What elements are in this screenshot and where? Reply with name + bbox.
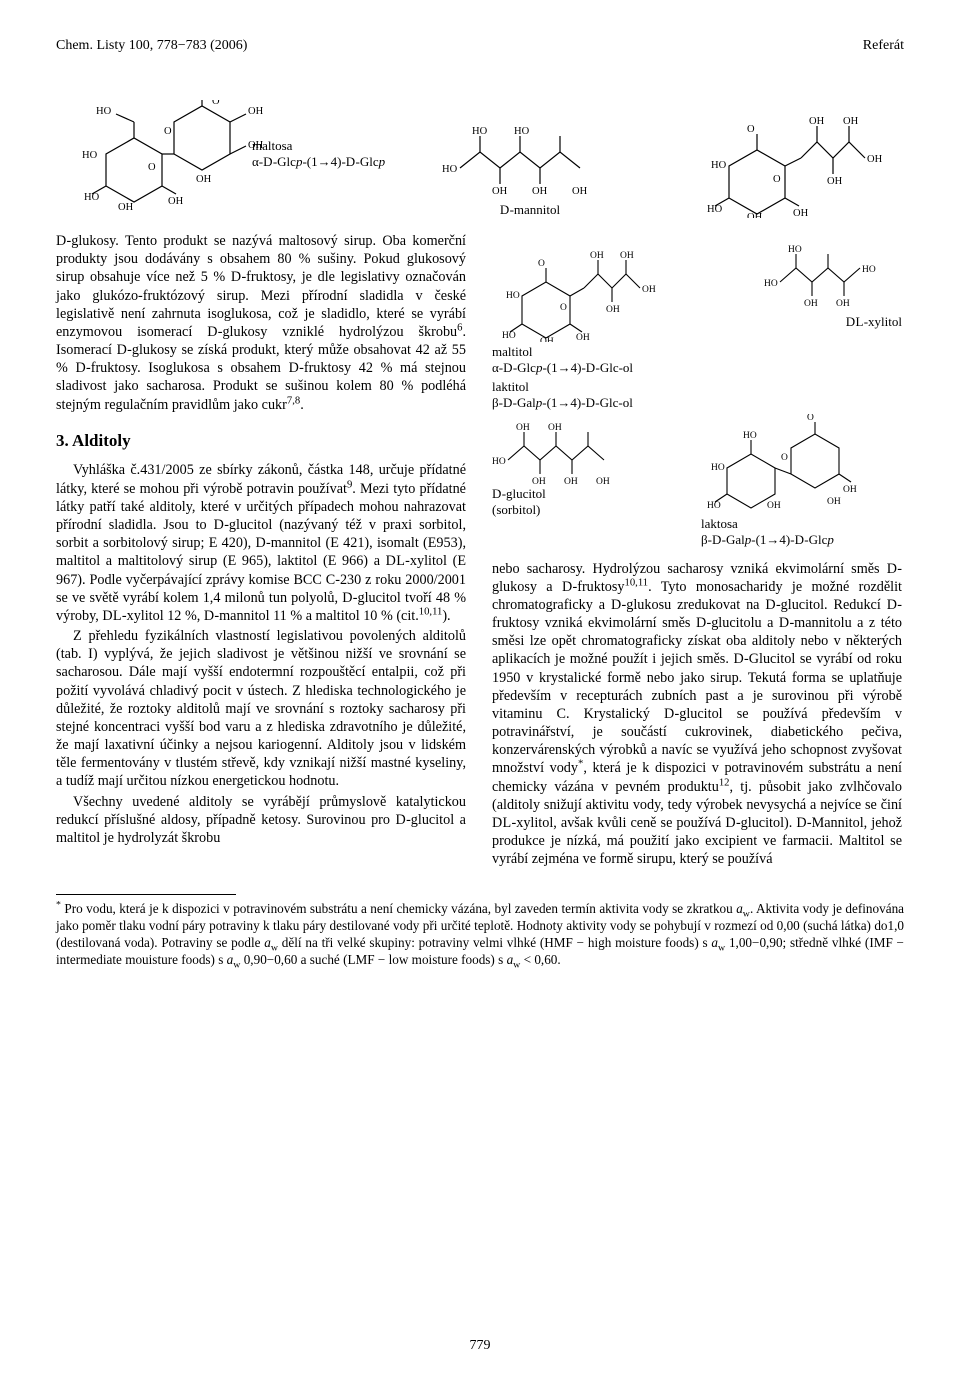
mannitol-structure-icon: HO HO HO OH OH OH (440, 108, 620, 198)
svg-text:O: O (747, 124, 755, 135)
svg-text:OH: OH (809, 116, 825, 127)
dlxylitol-structure-icon: HO HO HO OH OH (762, 232, 902, 312)
header-right: Referát (863, 38, 904, 54)
svg-text:OH: OH (843, 116, 859, 127)
svg-text:OH: OH (590, 251, 604, 261)
svg-text:OH: OH (606, 305, 620, 315)
svg-text:OH: OH (248, 106, 264, 117)
laktosa-structure-icon: HOHO OHHO OO OHOH (701, 414, 881, 514)
svg-text:HO: HO (442, 164, 458, 175)
top-structure-row: HO OH HO OH O HO O OH OH OH O maltosa α-D-… (56, 68, 904, 218)
glucitol-structure-icon: HO OH OH OH OH OH (492, 414, 642, 484)
svg-text:HO: HO (711, 463, 725, 473)
right-column: HOOH OHO OHOH OHOH OH O maltitol α-D-Glc… (492, 232, 902, 870)
page-number: 779 (470, 1338, 491, 1354)
footnote: * Pro vodu, která je k dispozici v potra… (56, 901, 904, 969)
svg-text:OH: OH (793, 208, 809, 218)
svg-text:OH: OH (492, 186, 508, 197)
col1-p1: D-glukosy. Tento produkt se nazývá malto… (56, 232, 466, 414)
left-column: D-glukosy. Tento produkt se nazývá malto… (56, 232, 466, 870)
svg-text:OH: OH (827, 497, 841, 507)
svg-text:O: O (781, 453, 788, 463)
fig-maltosa: HOOH HO OH O HO O OH OHOH O maltosa α-D-… (56, 68, 376, 218)
svg-text:OH: OH (168, 196, 184, 207)
svg-text:HO: HO (96, 106, 112, 117)
svg-text:OH: OH (836, 299, 850, 309)
svg-text:HO: HO (506, 291, 520, 301)
svg-text:OH: OH (532, 477, 546, 484)
dlxylitol-label: DL-xylitol (846, 314, 902, 330)
fig-top-right: HO OH O HO O OH OH OH OH OH (684, 68, 904, 218)
svg-text:HO: HO (472, 126, 488, 137)
svg-text:HO: HO (788, 245, 802, 255)
svg-text:OH: OH (804, 299, 818, 309)
fig-glucitol: HO OH OH OH OH OH D-glucitol(sorbitol) (492, 414, 693, 547)
svg-text:OH: OH (642, 285, 656, 295)
svg-text:HO: HO (707, 501, 721, 511)
svg-text:OH: OH (572, 186, 588, 197)
svg-text:O: O (164, 126, 172, 137)
header-left: Chem. Listy 100, 778−783 (2006) (56, 38, 247, 54)
svg-text:OH: OH (576, 333, 590, 342)
mannitol-label: D-mannitol (500, 202, 560, 217)
svg-text:O: O (560, 303, 567, 313)
svg-text:OH: OH (516, 423, 530, 433)
svg-text:OH: OH (196, 174, 212, 185)
svg-text:OH: OH (767, 501, 781, 511)
svg-text:HO: HO (707, 204, 723, 215)
svg-text:HO: HO (82, 150, 98, 161)
maltosa-label1: maltosa (252, 138, 292, 153)
col1-p4: Všechny uvedené alditoly se vyrábějí prů… (56, 793, 466, 848)
heading-alditoly: 3. Alditoly (56, 430, 466, 452)
svg-text:O: O (148, 162, 156, 173)
svg-text:HO: HO (84, 192, 100, 203)
svg-text:OH: OH (867, 154, 883, 165)
svg-text:HO: HO (502, 331, 516, 341)
col1-p2: Vyhláška č.431/2005 ze sbírky zákonů, čá… (56, 461, 466, 625)
svg-text:HO: HO (764, 279, 778, 289)
svg-text:OH: OH (620, 251, 634, 261)
maltitol-label: maltitol α-D-Glcp-(1→4)-D-Glc-ol (492, 344, 633, 375)
svg-text:OH: OH (747, 212, 763, 218)
col2-p1: nebo sacharosy. Hydrolýzou sacharosy vzn… (492, 560, 902, 869)
svg-text:OH: OH (564, 477, 578, 484)
svg-text:OH: OH (548, 423, 562, 433)
laktosa-label: laktosa β-D-Galp-(1→4)-D-Glcp (701, 516, 834, 547)
svg-text:O: O (773, 174, 781, 185)
svg-text:OH: OH (118, 202, 134, 213)
glucitol-label: D-glucitol(sorbitol) (492, 486, 546, 517)
svg-text:HO: HO (711, 160, 727, 171)
small-figures-grid: HOOH OHO OHOH OHOH OH O maltitol α-D-Glc… (492, 232, 902, 548)
svg-text:OH: OH (827, 176, 843, 187)
laktitol-label: laktitol β-D-Galp-(1→4)-D-Glc-ol (492, 379, 633, 410)
svg-text:O: O (212, 100, 220, 107)
svg-text:OH: OH (843, 485, 857, 495)
fig-laktosa: HOHO OHHO OO OHOH laktosa β-D-Galp-(1→4)… (701, 414, 902, 547)
svg-text:OH: OH (596, 477, 610, 484)
maltosa-label2: α-D-Glcp-(1→4)-D-Glcp (252, 154, 385, 169)
footnote-separator (56, 894, 236, 895)
svg-text:HO: HO (862, 265, 876, 275)
fig-mannitol: HO HO HO OH OH OH D-mannitol (430, 68, 630, 218)
maltitol-structure-icon: HO OH O HO OH OH OH OH OH O (492, 232, 672, 342)
svg-text:OH: OH (540, 337, 554, 342)
fig-dlxylitol: HO HO HO OH OH DL-xylitol (701, 232, 902, 375)
svg-text:HO: HO (492, 457, 506, 467)
svg-text:O: O (538, 259, 545, 269)
svg-text:OH: OH (532, 186, 548, 197)
svg-text:O: O (807, 414, 814, 423)
svg-text:HO: HO (514, 126, 530, 137)
topright-structure-icon: HO OH O HO O OH OH OH OH OH (689, 88, 899, 218)
running-header: Chem. Listy 100, 778−783 (2006) Referát (56, 38, 904, 54)
fig-maltitol: HO OH O HO OH OH OH OH OH O maltitol α-D-Glc… (492, 232, 693, 375)
col1-p3: Z přehledu fyzikálních vlastností legisl… (56, 627, 466, 791)
svg-text:HO: HO (743, 431, 757, 441)
fig-laktitol: laktitol β-D-Galp-(1→4)-D-Glc-ol (492, 379, 693, 410)
